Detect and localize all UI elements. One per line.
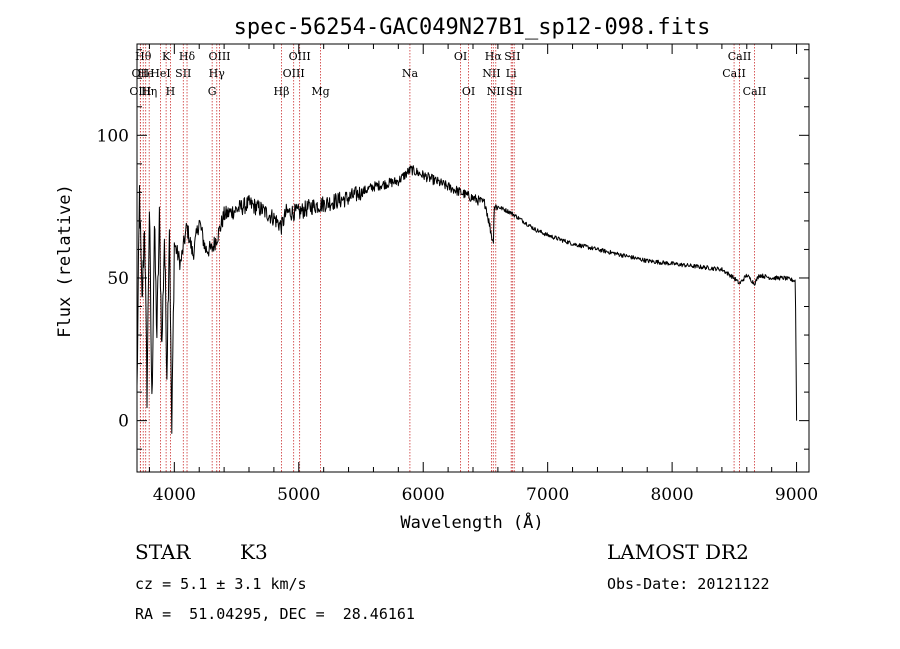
x-axis-label: Wavelength (Å) — [400, 511, 543, 533]
line-label-6: K — [162, 50, 171, 63]
line-label-10: G — [208, 85, 217, 98]
line-label-17: Na — [402, 67, 419, 80]
line-label-24: SII — [504, 50, 520, 63]
observation-date: Obs-Date: 20121122 — [607, 575, 770, 593]
object-subclass: K3 — [240, 540, 268, 564]
line-label-11: OIII — [208, 50, 230, 63]
line-label-19: OI — [462, 85, 475, 98]
line-label-22: NII — [487, 85, 505, 98]
line-label-3: He — [138, 67, 154, 80]
line-label-15: OIII — [289, 50, 311, 63]
line-label-12: Hγ — [209, 67, 226, 80]
x-tick-label-5: 9000 — [775, 485, 818, 505]
line-label-28: CaII — [743, 85, 767, 98]
line-label-16: Mg — [311, 85, 329, 98]
line-label-18: OI — [454, 50, 467, 63]
redshift-velocity: cz = 5.1 ± 3.1 km/s — [135, 575, 307, 593]
line-label-9: Hδ — [179, 50, 196, 63]
x-tick-label-3: 7000 — [526, 485, 569, 505]
line-label-13: Hβ — [274, 85, 290, 98]
y-tick-label-1: 50 — [107, 269, 129, 289]
flux-series — [136, 165, 798, 434]
flux-line — [136, 165, 798, 434]
axis-ticks: 4000 5000 6000 7000 8000 9000 0 50 100 — [97, 44, 818, 505]
line-label-25: SII — [506, 85, 522, 98]
chart-title: spec-56254-GAC049N27B1_sp12-098.fits — [234, 15, 711, 40]
y-tick-label-2: 100 — [97, 126, 129, 146]
survey-name: LAMOST DR2 — [607, 540, 749, 564]
x-tick-label-1: 5000 — [277, 485, 320, 505]
x-tick-label-2: 6000 — [402, 485, 445, 505]
sky-coordinates: RA = 51.04295, DEC = 28.46161 — [135, 605, 415, 623]
y-tick-label-0: 0 — [118, 412, 129, 432]
line-label-21: Hα — [485, 50, 503, 63]
line-label-7: H — [166, 85, 176, 98]
line-label-14: OIII — [283, 67, 305, 80]
line-label-20: NII — [482, 67, 500, 80]
line-label-8: SII — [175, 67, 191, 80]
line-label-26: CaII — [722, 67, 746, 80]
line-label-2: Hθ — [135, 50, 152, 63]
line-label-5: HeI — [150, 67, 170, 80]
line-label-23: Li — [506, 67, 517, 80]
line-label-4: Hη — [141, 85, 157, 98]
spectral-line-markers: OII OIII Hθ He Hη HeI K H SII Hδ G OIII Hγ Hβ OIII OIII… — [129, 44, 766, 472]
line-label-1: OIII — [129, 85, 151, 98]
plot-frame — [136, 43, 810, 473]
line-label-27: CaII — [728, 50, 752, 63]
y-axis-label: Flux (relative) — [55, 184, 75, 338]
x-tick-label-0: 4000 — [153, 485, 196, 505]
x-tick-label-4: 8000 — [650, 485, 693, 505]
line-label-0: OII — [132, 67, 150, 80]
object-class: STAR — [135, 540, 191, 564]
